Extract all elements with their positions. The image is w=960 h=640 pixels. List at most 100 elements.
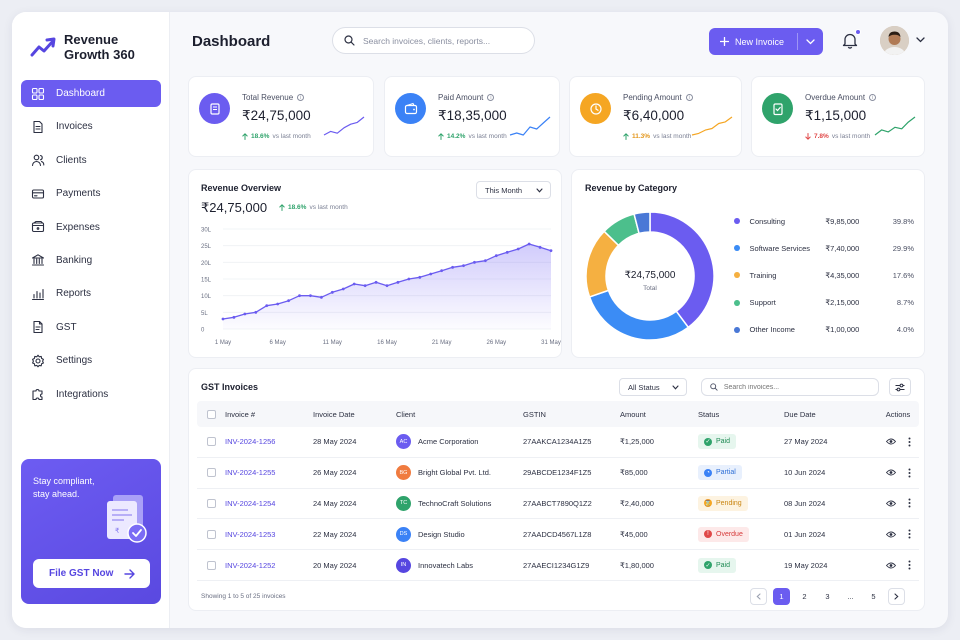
- page-button[interactable]: 2: [802, 592, 807, 601]
- sidebar-item-label: Clients: [56, 154, 87, 166]
- data-point: [407, 277, 411, 281]
- table-row[interactable]: INV-2024-1252 20 May 2024 IN Innovatech Lab…: [197, 550, 919, 581]
- info-icon[interactable]: i: [487, 94, 495, 101]
- page-button[interactable]: 3: [825, 592, 830, 601]
- eye-icon[interactable]: [885, 531, 896, 538]
- new-invoice-dropdown[interactable]: [798, 38, 823, 45]
- paid-amount-icon: [395, 93, 426, 124]
- file-gst-button[interactable]: File GST Now: [33, 559, 150, 588]
- invoice-search[interactable]: [701, 378, 879, 396]
- next-page-button[interactable]: [888, 588, 905, 605]
- row-actions: [877, 560, 919, 570]
- row-actions: [877, 437, 919, 447]
- gstin: 27AAECI1234G1Z9: [523, 560, 590, 570]
- client-name: Bright Global Pvt. Ltd.: [418, 468, 491, 478]
- user-portrait-icon: [880, 26, 909, 55]
- sidebar-item-banking[interactable]: Banking: [21, 247, 161, 274]
- invoice-search-input[interactable]: [723, 383, 871, 391]
- row-checkbox[interactable]: [206, 437, 216, 447]
- invoice-link[interactable]: INV-2024-1254: [225, 498, 276, 508]
- invoice-link[interactable]: INV-2024-1253: [225, 529, 276, 539]
- sidebar-item-clients[interactable]: Clients: [21, 147, 161, 174]
- chevron-left-icon: [756, 593, 761, 600]
- page-button[interactable]: 5: [871, 592, 876, 601]
- sidebar-item-settings[interactable]: Settings: [21, 347, 161, 374]
- page-button[interactable]: 1: [773, 588, 790, 605]
- invoice-link[interactable]: INV-2024-1252: [225, 560, 276, 570]
- invoice-date: 24 May 2024: [313, 498, 357, 508]
- eye-icon[interactable]: [885, 500, 896, 507]
- eye-icon[interactable]: [885, 469, 896, 476]
- row-checkbox[interactable]: [206, 529, 216, 539]
- revenue-change-note: vs last month: [309, 204, 348, 211]
- global-search-input[interactable]: [363, 35, 523, 46]
- table-row[interactable]: INV-2024-1256 28 May 2024 AC Acme Corporati…: [197, 427, 919, 458]
- prev-page-button[interactable]: [750, 588, 767, 605]
- pending-amount-card: Pending Amount i ₹6,40,000 11.3% vs last mon…: [569, 76, 742, 157]
- sidebar-item-payments[interactable]: Payments: [21, 180, 161, 207]
- y-tick-label: 25L: [201, 244, 212, 250]
- eye-icon[interactable]: [885, 562, 896, 569]
- brand[interactable]: Revenue Growth 360: [30, 32, 144, 62]
- row-select-cell: [197, 437, 225, 447]
- sidebar-item-invoices[interactable]: Invoices: [21, 113, 161, 140]
- column-header: Invoice #: [225, 409, 256, 419]
- info-icon[interactable]: i: [297, 94, 305, 101]
- user-avatar[interactable]: [880, 26, 909, 55]
- sidebar-item-integrations[interactable]: Integrations: [21, 381, 161, 408]
- data-point: [330, 290, 334, 294]
- select-all-checkbox[interactable]: [206, 409, 216, 419]
- global-search[interactable]: [332, 27, 535, 54]
- period-select[interactable]: This Month: [476, 181, 551, 199]
- sidebar-item-label: Banking: [56, 254, 93, 266]
- more-vertical-icon[interactable]: [908, 437, 911, 447]
- table-row[interactable]: INV-2024-1253 22 May 2024 DS Design Studio 2…: [197, 519, 919, 551]
- sparkline-path: [691, 116, 733, 136]
- more-vertical-icon[interactable]: [908, 560, 911, 570]
- promo-text: Stay compliant, stay ahead.: [33, 476, 95, 499]
- table-row[interactable]: INV-2024-1254 24 May 2024 TC TechnoCraft So…: [197, 489, 919, 520]
- growth-logo-icon: [30, 37, 56, 57]
- page-button[interactable]: ...: [847, 592, 854, 601]
- account-menu-chevron-icon[interactable]: [916, 37, 925, 43]
- column-header: Due Date: [784, 409, 816, 419]
- legend-swatch: [734, 245, 740, 252]
- donut-slice-other-income[interactable]: [633, 211, 651, 235]
- table-row[interactable]: INV-2024-1255 26 May 2024 BG Bright Global …: [197, 458, 919, 489]
- sparkline: [509, 116, 551, 136]
- info-icon[interactable]: i: [685, 94, 693, 101]
- more-vertical-icon[interactable]: [908, 529, 911, 539]
- gst-invoices-title: GST Invoices: [201, 382, 259, 392]
- eye-icon[interactable]: [885, 438, 896, 445]
- revenue-overview-change: 18.6% vs last month: [279, 204, 348, 211]
- sidebar-item-gst[interactable]: GST: [21, 314, 161, 341]
- kpi-value: ₹1,15,000: [805, 108, 867, 123]
- filter-settings-button[interactable]: [889, 378, 911, 396]
- row-select-cell: [197, 560, 225, 570]
- data-point: [320, 295, 323, 299]
- sparkline: [874, 116, 916, 136]
- row-checkbox[interactable]: [206, 560, 216, 570]
- status-filter-select[interactable]: All Status: [619, 378, 687, 396]
- invoice-link[interactable]: INV-2024-1255: [225, 468, 276, 478]
- data-point: [516, 247, 520, 251]
- revenue-overview-title: Revenue Overview: [201, 183, 282, 193]
- row-checkbox[interactable]: [206, 498, 216, 508]
- arrow-up-icon: [279, 204, 285, 211]
- invoice-link[interactable]: INV-2024-1256: [225, 437, 276, 447]
- legend-percent: 39.8%: [892, 216, 914, 226]
- notifications-button[interactable]: [842, 29, 861, 54]
- chevron-down-icon: [672, 384, 679, 390]
- donut-slice-software-services[interactable]: [588, 289, 690, 341]
- sidebar-item-dashboard[interactable]: Dashboard: [21, 80, 161, 107]
- row-checkbox[interactable]: [206, 468, 216, 478]
- donut-center-value: ₹24,75,000: [625, 270, 676, 281]
- sidebar-item-reports[interactable]: Reports: [21, 280, 161, 307]
- info-icon[interactable]: i: [869, 94, 877, 101]
- more-vertical-icon[interactable]: [908, 468, 911, 478]
- sidebar-item-expenses[interactable]: Expenses: [21, 214, 161, 241]
- button-divider: [797, 33, 798, 50]
- more-vertical-icon[interactable]: [908, 498, 911, 508]
- donut-slice-consulting[interactable]: [649, 211, 715, 329]
- new-invoice-button[interactable]: New Invoice: [709, 28, 823, 55]
